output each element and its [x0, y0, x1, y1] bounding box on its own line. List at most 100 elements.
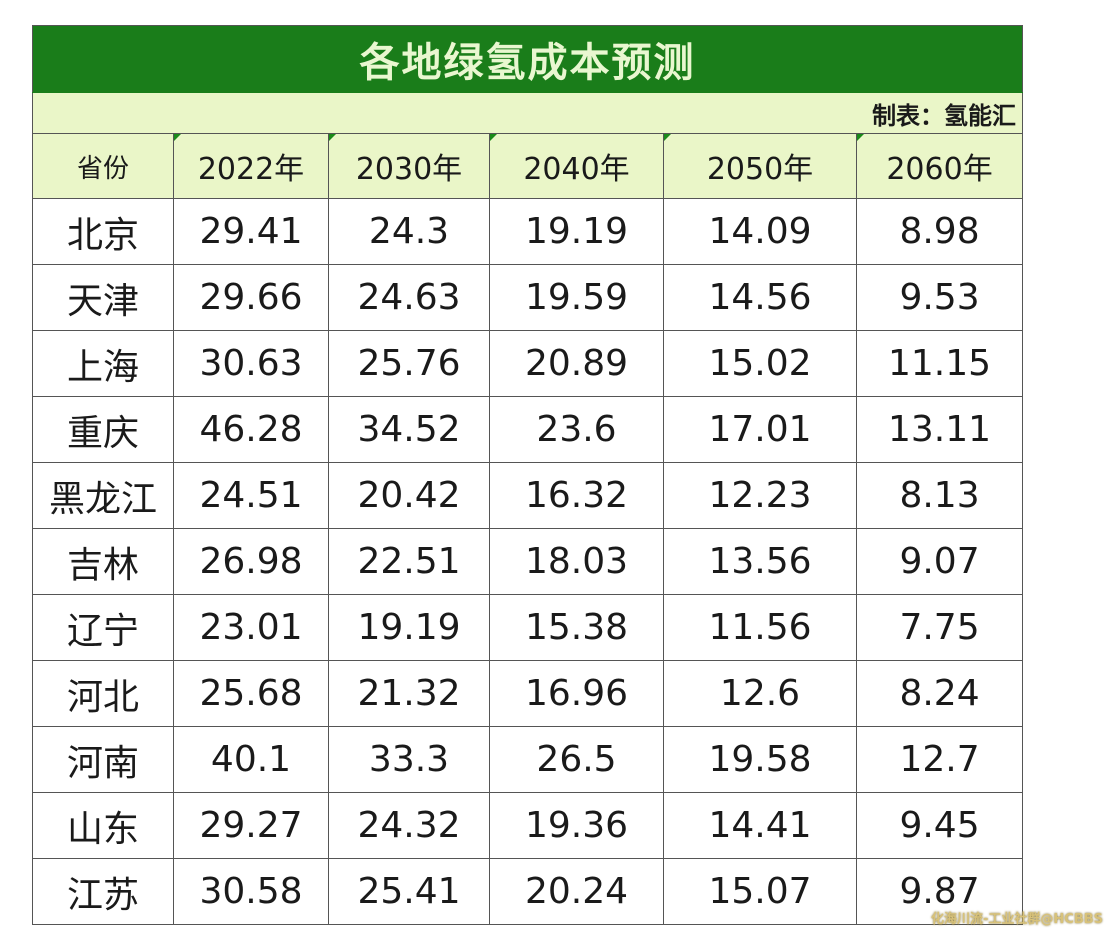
value-cell: 8.24	[855, 660, 1024, 727]
value-cell: 29.27	[173, 792, 329, 859]
value-cell: 19.19	[328, 594, 490, 661]
value-cell: 14.56	[663, 264, 857, 331]
value-cell: 7.75	[855, 594, 1024, 661]
value-cell: 15.02	[663, 330, 857, 397]
value-cell: 23.01	[173, 594, 329, 661]
value-cell: 24.32	[328, 792, 490, 859]
header-cell: 省份	[32, 133, 174, 199]
table-row: 上海 30.63 25.76 20.89 15.02 11.15	[32, 330, 1024, 397]
header-row: 省份 2022年 2030年 2040年 2050年 2060年	[32, 133, 1024, 199]
value-cell: 9.45	[855, 792, 1024, 859]
value-cell: 34.52	[328, 396, 490, 463]
province-cell: 山东	[32, 792, 174, 859]
value-cell: 40.1	[173, 726, 329, 793]
value-cell: 25.76	[328, 330, 490, 397]
table-credit: 制表：氢能汇	[31, 92, 1024, 134]
value-cell: 15.07	[663, 858, 857, 925]
value-cell: 23.6	[489, 396, 664, 463]
value-cell: 13.56	[663, 528, 857, 595]
header-cell: 2050年	[663, 133, 857, 199]
table-row: 江苏 30.58 25.41 20.24 15.07 9.87	[32, 858, 1024, 925]
value-cell: 14.09	[663, 198, 857, 265]
value-cell: 17.01	[663, 396, 857, 463]
header-label: 2030年	[355, 152, 463, 187]
province-cell: 河北	[32, 660, 174, 727]
value-cell: 25.68	[173, 660, 329, 727]
table-row: 天津 29.66 24.63 19.59 14.56 9.53	[32, 264, 1024, 331]
value-cell: 9.07	[855, 528, 1024, 595]
table-title: 各地绿氢成本预测	[31, 25, 1024, 93]
watermark-text: 化海川流-工业社群@HCBBS	[931, 912, 1103, 927]
header-cell: 2040年	[489, 133, 664, 199]
value-cell: 11.15	[855, 330, 1024, 397]
value-cell: 16.96	[489, 660, 664, 727]
value-cell: 21.32	[328, 660, 490, 727]
value-cell: 24.3	[328, 198, 490, 265]
value-cell: 11.56	[663, 594, 857, 661]
value-cell: 19.36	[489, 792, 664, 859]
province-cell: 辽宁	[32, 594, 174, 661]
value-cell: 19.58	[663, 726, 857, 793]
value-cell: 20.24	[489, 858, 664, 925]
header-label: 2040年	[523, 152, 630, 187]
credit-row: 制表：氢能汇	[31, 92, 1024, 134]
header-label: 2022年	[197, 152, 305, 187]
value-cell: 26.5	[489, 726, 664, 793]
value-cell: 18.03	[489, 528, 664, 595]
header-cell: 2060年	[855, 133, 1024, 199]
table-row: 山东 29.27 24.32 19.36 14.41 9.45	[32, 792, 1024, 859]
province-cell: 天津	[32, 264, 174, 331]
table-row: 北京 29.41 24.3 19.19 14.09 8.98	[32, 198, 1024, 265]
header-label: 省份	[76, 153, 129, 184]
value-cell: 19.19	[489, 198, 664, 265]
value-cell: 24.63	[328, 264, 490, 331]
value-cell: 24.51	[173, 462, 329, 529]
cell-comment-marker	[329, 134, 336, 141]
province-cell: 重庆	[32, 396, 174, 463]
table-row: 河北 25.68 21.32 16.96 12.6 8.24	[32, 660, 1024, 727]
table-row: 重庆 46.28 34.52 23.6 17.01 13.11	[32, 396, 1024, 463]
value-cell: 19.59	[489, 264, 664, 331]
value-cell: 20.42	[328, 462, 490, 529]
table-row: 辽宁 23.01 19.19 15.38 11.56 7.75	[32, 594, 1024, 661]
value-cell: 22.51	[328, 528, 490, 595]
header-cell: 2022年	[173, 133, 329, 199]
value-cell: 29.41	[173, 198, 329, 265]
province-cell: 上海	[32, 330, 174, 397]
cost-forecast-table: 各地绿氢成本预测 制表：氢能汇 省份 2022年 2030年 2040年 205…	[31, 25, 1024, 925]
title-row: 各地绿氢成本预测	[31, 25, 1024, 93]
value-cell: 33.3	[328, 726, 490, 793]
cell-comment-marker	[174, 134, 181, 141]
value-cell: 16.32	[489, 462, 664, 529]
value-cell: 12.6	[663, 660, 857, 727]
value-cell: 25.41	[328, 858, 490, 925]
value-cell: 9.87	[855, 858, 1024, 925]
value-cell: 13.11	[855, 396, 1024, 463]
value-cell: 26.98	[173, 528, 329, 595]
value-cell: 12.7	[855, 726, 1024, 793]
province-cell: 吉林	[32, 528, 174, 595]
table-row: 黑龙江 24.51 20.42 16.32 12.23 8.13	[32, 462, 1024, 529]
value-cell: 8.98	[855, 198, 1024, 265]
header-label: 2050年	[706, 152, 814, 187]
header-cell: 2030年	[328, 133, 490, 199]
value-cell: 30.63	[173, 330, 329, 397]
value-cell: 14.41	[663, 792, 857, 859]
cell-comment-marker	[490, 134, 497, 141]
value-cell: 9.53	[855, 264, 1024, 331]
value-cell: 29.66	[173, 264, 329, 331]
value-cell: 30.58	[173, 858, 329, 925]
value-cell: 46.28	[173, 396, 329, 463]
province-cell: 江苏	[32, 858, 174, 925]
cell-comment-marker	[664, 134, 671, 141]
province-cell: 北京	[32, 198, 174, 265]
value-cell: 15.38	[489, 594, 664, 661]
table-row: 吉林 26.98 22.51 18.03 13.56 9.07	[32, 528, 1024, 595]
value-cell: 8.13	[855, 462, 1024, 529]
table-row: 河南 40.1 33.3 26.5 19.58 12.7	[32, 726, 1024, 793]
value-cell: 12.23	[663, 462, 857, 529]
header-label: 2060年	[886, 152, 993, 187]
cell-comment-marker	[857, 134, 864, 141]
value-cell: 20.89	[489, 330, 664, 397]
province-cell: 河南	[32, 726, 174, 793]
